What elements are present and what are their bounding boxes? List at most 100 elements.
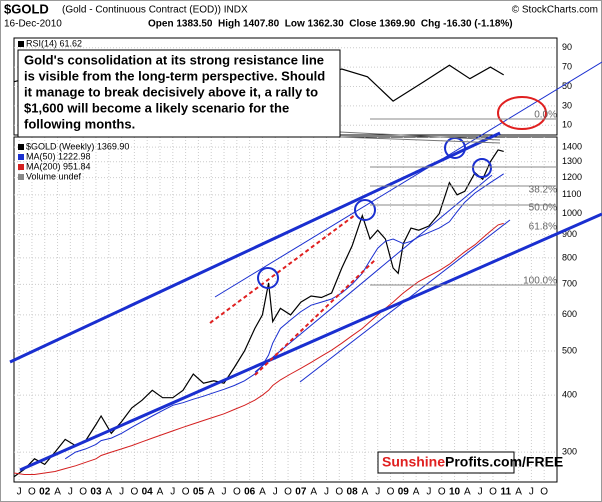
annotation-text: Gold's consolidation at its strong resis… (24, 52, 325, 131)
y-tick-label: 700 (562, 279, 577, 289)
x-tick-label: J (68, 487, 73, 498)
x-tick-label: 09 (398, 487, 410, 498)
trend-dash (209, 214, 356, 324)
fib-label: 0.0% (534, 110, 557, 121)
highlight-circle (257, 267, 279, 289)
x-tick-label: A (157, 487, 164, 498)
y-tick-label: 50 (562, 81, 572, 91)
annotation-line: is visible from the long-term perspectiv… (24, 68, 325, 83)
y-tick-label: 300 (562, 447, 577, 457)
y-tick-label: 800 (562, 252, 577, 262)
x-tick-label: O (182, 487, 190, 498)
x-tick-label: O (28, 487, 36, 498)
panel-title: RSI(14) 61.62 (26, 38, 82, 48)
y-tick-label: 500 (562, 345, 577, 355)
x-tick-label: O (438, 487, 446, 498)
annotation-line: it manage to break decisively above it, … (24, 84, 318, 99)
date: 16-Dec-2010 (4, 19, 62, 30)
x-tick-label: J (222, 487, 227, 498)
legend-label: Volume undef (26, 171, 82, 181)
x-tick-label: O (540, 487, 548, 498)
x-tick-label: A (54, 487, 61, 498)
legend-swatch (18, 144, 24, 150)
x-tick-label: 04 (142, 487, 154, 498)
instrument-name: (Gold - Continuous Contract (EOD)) INDX (62, 5, 248, 16)
x-tick-label: A (362, 487, 369, 498)
y-tick-label: 400 (562, 390, 577, 400)
x-tick-label: 06 (244, 487, 256, 498)
x-tick-label: O (387, 487, 395, 498)
fib-label: 61.8% (529, 222, 557, 233)
x-tick-label: J (324, 487, 329, 498)
legend-label: MA(50) 1222.98 (26, 151, 91, 161)
highlight-circle (472, 158, 492, 178)
x-tick-label: A (310, 487, 317, 498)
x-tick-label: A (105, 487, 112, 498)
y-tick-label: 30 (562, 100, 572, 110)
symbol: $GOLD (4, 1, 49, 16)
fib-label: 100.0% (523, 276, 557, 287)
x-tick-label: J (119, 487, 124, 498)
support-line (19, 212, 602, 472)
y-tick-label: 70 (562, 61, 572, 71)
x-tick-label: A (259, 487, 266, 498)
watermark-red: Sunshine (382, 454, 445, 470)
annotation-line: following months. (24, 116, 135, 131)
x-tick-label: A (464, 487, 471, 498)
x-tick-label: O (79, 487, 87, 498)
x-tick-label: 03 (90, 487, 102, 498)
x-tick-label: J (375, 487, 380, 498)
x-tick-label: A (413, 487, 420, 498)
x-tick-label: 10 (449, 487, 461, 498)
annotations: 0.0% 38.2% 50.0% 61.8% 100.0% Gold's con… (9, 49, 602, 474)
price-panel: 300 400 500 600 700 800 900 1000 1100 1200 1300 140… (13, 136, 582, 498)
x-tick-label: O (335, 487, 343, 498)
series-line (64, 173, 504, 460)
x-tick-label: J (273, 487, 278, 498)
x-tick-label: 02 (39, 487, 51, 498)
y-tick-label: 1300 (562, 156, 582, 166)
legend-label: $GOLD (Weekly) 1369.90 (26, 141, 129, 151)
pointer-line (339, 136, 501, 144)
x-tick-label: 07 (295, 487, 307, 498)
x-tick-label: O (130, 487, 138, 498)
y-tick-label: 1000 (562, 208, 582, 218)
y-tick-label: 10 (562, 120, 572, 130)
x-tick-label: 05 (193, 487, 205, 498)
pointer-line (339, 131, 501, 141)
x-tick-label: A (515, 487, 522, 498)
annotation-box (17, 49, 341, 138)
x-tick-label: A (208, 487, 215, 498)
channel-line (254, 174, 493, 373)
y-tick-label: 1400 (562, 141, 582, 151)
quote: Open 1383.50 High 1407.80 Low 1362.30 Cl… (148, 19, 513, 30)
channel-line (299, 219, 511, 383)
target-ellipse (497, 96, 547, 130)
watermark-black: Profits.com/FREE (445, 454, 563, 470)
x-tick-label: O (489, 487, 497, 498)
legend-swatch (18, 164, 24, 170)
x-tick-label: J (17, 487, 22, 498)
y-tick-label: 1100 (562, 189, 581, 199)
y-tick-label: 600 (562, 309, 577, 319)
y-tick-label: 900 (562, 229, 577, 239)
highlight-circle (354, 199, 376, 221)
annotation-line: Gold's consolidation at its strong resis… (24, 52, 324, 67)
y-tick-label: 90 (562, 42, 572, 52)
x-tick-label: J (478, 487, 483, 498)
x-tick-label: O (233, 487, 241, 498)
annotation-line: $1,600 will become a likely scenario for… (24, 100, 289, 115)
x-tick-label: J (170, 487, 175, 498)
legend-swatch (18, 174, 24, 180)
resistance-line (9, 131, 501, 364)
legend-swatch (18, 41, 24, 47)
legend-label: MA(200) 951.84 (26, 161, 91, 171)
fib-label: 50.0% (529, 203, 557, 214)
legend-swatch (18, 154, 24, 160)
fib-label: 38.2% (529, 185, 557, 196)
x-tick-label: J (529, 487, 534, 498)
series-line (13, 222, 504, 475)
series-line (13, 149, 504, 478)
x-tick-label: J (426, 487, 431, 498)
